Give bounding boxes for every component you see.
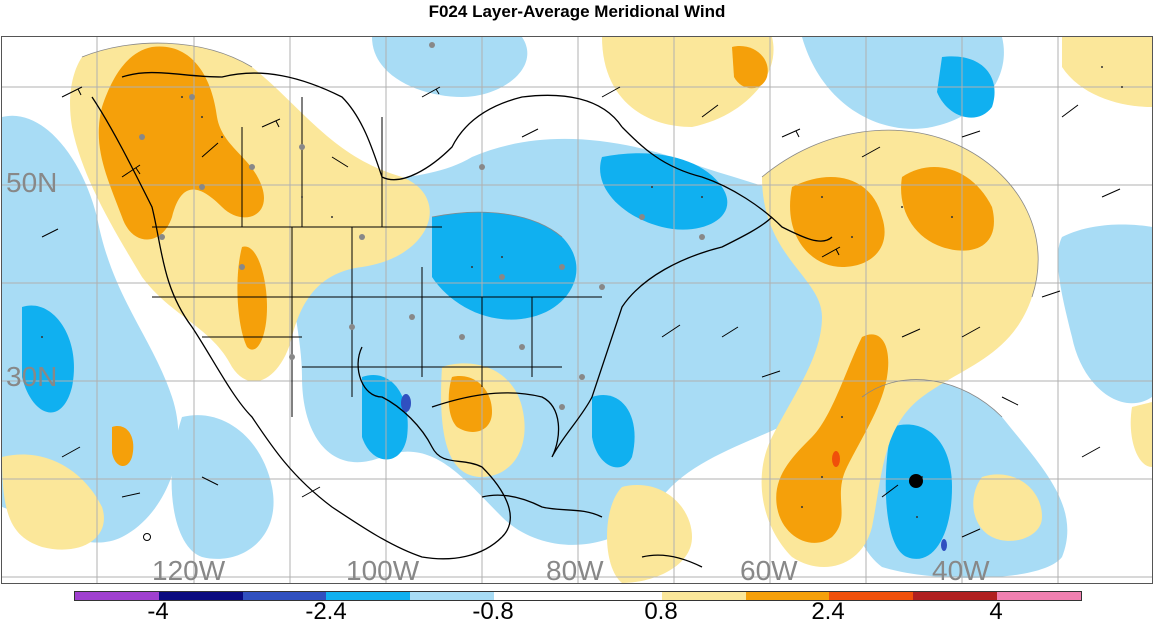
map-title: F024 Layer-Average Meridional Wind bbox=[428, 2, 726, 21]
wind-map: 50N 30N 120W 100W 80W 60W 40W bbox=[1, 36, 1153, 584]
colorbar-segment-7 bbox=[661, 592, 746, 600]
lon-label-80w: 80W bbox=[546, 555, 604, 584]
negative-anomaly-medium bbox=[22, 56, 995, 559]
colorbar-segment-4 bbox=[410, 592, 495, 600]
colorbar-segment-10 bbox=[913, 592, 998, 600]
state-borders bbox=[152, 97, 602, 417]
lon-label-40w: 40W bbox=[932, 555, 990, 584]
calm-marker bbox=[143, 533, 151, 541]
colorbar-tick-label: -2.4 bbox=[305, 598, 347, 625]
colorbar-tick-label: -0.8 bbox=[472, 598, 514, 625]
stippling bbox=[41, 66, 1123, 518]
negative-anomaly-light bbox=[2, 37, 1152, 578]
colorbar-tick-label: 2.4 bbox=[811, 598, 845, 625]
lon-label-100w: 100W bbox=[346, 555, 420, 584]
lon-label-60w: 60W bbox=[740, 555, 798, 584]
colorbar-segment-2 bbox=[242, 592, 327, 600]
positive-anomaly-medium bbox=[98, 46, 994, 543]
wind-barbs bbox=[41, 86, 1121, 538]
colorbar-segment-8 bbox=[745, 592, 830, 600]
colorbar-segment-9 bbox=[829, 592, 914, 600]
colorbar-segment-5 bbox=[494, 592, 578, 600]
colorbar bbox=[74, 591, 1082, 601]
colorbar-tick-label: 0.8 bbox=[644, 598, 678, 625]
position-marker bbox=[909, 474, 923, 488]
contours bbox=[81, 42, 1039, 418]
positive-anomaly-strong bbox=[832, 451, 840, 467]
colorbar-tick-label: 4 bbox=[989, 598, 1003, 625]
lat-label-30n: 30N bbox=[6, 361, 58, 392]
graticule bbox=[2, 37, 1152, 583]
negative-anomaly-strong bbox=[401, 394, 947, 551]
colorbar-segment-11 bbox=[997, 592, 1081, 600]
lon-label-120w: 120W bbox=[152, 555, 226, 584]
lat-label-50n: 50N bbox=[6, 167, 58, 198]
colorbar-segment-6 bbox=[577, 592, 662, 600]
colorbar-segment-3 bbox=[326, 592, 411, 600]
station-markers bbox=[139, 42, 705, 410]
coastlines bbox=[91, 71, 833, 568]
map-canvas bbox=[2, 37, 1152, 583]
colorbar-tick-label: -4 bbox=[147, 598, 169, 625]
colorbar-segment-0 bbox=[75, 592, 159, 600]
colorbar-segment-1 bbox=[158, 592, 243, 600]
